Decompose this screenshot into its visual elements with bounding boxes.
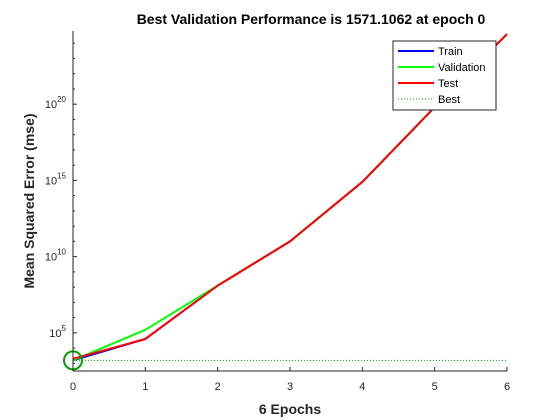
y-tick-base: 10 xyxy=(45,175,57,187)
legend-label-best: Best xyxy=(438,94,460,106)
x-tick-labels: 0 1 2 3 4 5 6 xyxy=(70,381,510,393)
y-tick-exponent: 10 xyxy=(57,248,66,257)
y-tick-label: 1010 xyxy=(45,248,67,264)
x-tick-label: 2 xyxy=(215,381,221,393)
x-tick-label: 3 xyxy=(287,381,293,393)
y-tick-label: 105 xyxy=(49,324,66,340)
x-axis-label: 6 Epochs xyxy=(259,401,321,417)
y-tick-label: 1015 xyxy=(45,171,67,187)
y-axis-label: Mean Squared Error (mse) xyxy=(21,113,37,288)
x-tick-label: 0 xyxy=(70,381,76,393)
y-tick-exponent: 5 xyxy=(62,324,67,333)
y-tick-base: 10 xyxy=(45,99,57,111)
y-tick-label: 1020 xyxy=(45,95,67,111)
x-tick-label: 5 xyxy=(432,381,438,393)
y-tick-base: 10 xyxy=(49,328,61,340)
legend-label-validation: Validation xyxy=(438,62,486,74)
y-tick-base: 10 xyxy=(45,252,57,264)
x-tick-label: 4 xyxy=(359,381,365,393)
legend: Train Validation Test Best xyxy=(392,40,497,111)
y-tick-exponent: 20 xyxy=(57,95,66,104)
chart-title: Best Validation Performance is 1571.1062… xyxy=(137,11,486,27)
x-tick-label: 1 xyxy=(142,381,148,393)
x-tick-label: 6 xyxy=(504,381,510,393)
y-tick-exponent: 15 xyxy=(57,171,66,180)
legend-label-test: Test xyxy=(438,78,458,90)
legend-label-train: Train xyxy=(438,46,463,58)
